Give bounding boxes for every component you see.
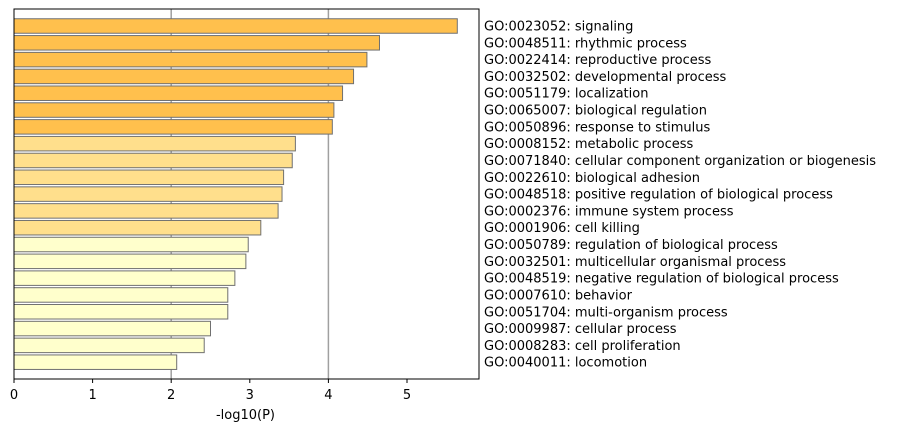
bar [13,253,247,270]
bar [13,18,458,34]
bar [13,236,249,253]
category-label: GO:0048519: negative regulation of biolo… [484,272,839,287]
category-label: GO:0048518: positive regulation of biolo… [484,188,833,203]
x-tick-label: 4 [324,388,332,403]
bar [13,35,380,51]
category-label: GO:0022610: biological adhesion [484,171,700,186]
bars-group [13,18,458,370]
category-label: GO:0051704: multi-organism process [484,305,728,320]
category-label: GO:0008152: metabolic process [484,137,693,152]
x-axis-title: -log10(P) [216,408,275,423]
bar [13,51,368,68]
category-label: GO:0001906: cell killing [484,221,640,236]
bar [13,85,344,101]
x-tick-label: 0 [10,388,18,403]
bar [13,304,229,320]
bar [13,102,335,118]
bar [13,152,293,169]
bar [13,68,355,85]
bar [13,203,279,219]
bar [13,169,285,186]
x-axis-ticks: 0 1 2 3 4 5 [10,379,411,403]
bar [13,119,333,135]
category-label: GO:0007610: behavior [484,288,633,303]
category-label: GO:0065007: biological regulation [484,104,707,119]
x-tick-label: 5 [403,388,411,403]
bar [13,354,178,370]
category-label: GO:0051179: localization [484,87,648,102]
category-label: GO:0022414: reproductive process [484,53,712,68]
bar [13,186,283,202]
bar [13,270,236,286]
x-tick-label: 2 [167,388,175,403]
category-label: GO:0071840: cellular component organizat… [484,154,876,169]
category-label: GO:0032501: multicellular organismal pro… [484,255,786,270]
plot-frame [13,8,480,380]
category-label: GO:0008283: cell proliferation [484,339,681,354]
bar [13,337,205,354]
category-label: GO:0023052: signaling [484,20,633,35]
category-label: GO:0050789: regulation of biological pro… [484,238,778,253]
bar [13,219,262,236]
bar [13,320,211,337]
category-label: GO:0048511: rhythmic process [484,36,687,51]
category-label: GO:0002376: immune system process [484,204,734,219]
category-label: GO:0050896: response to stimulus [484,120,710,135]
x-tick-label: 1 [88,388,96,403]
x-tick-label: 3 [246,388,254,403]
category-label: GO:0032502: developmental process [484,70,727,85]
bar [13,135,296,152]
category-label: GO:0009987: cellular process [484,322,677,337]
category-label: GO:0040011: locomotion [484,356,647,371]
bar [13,287,229,303]
